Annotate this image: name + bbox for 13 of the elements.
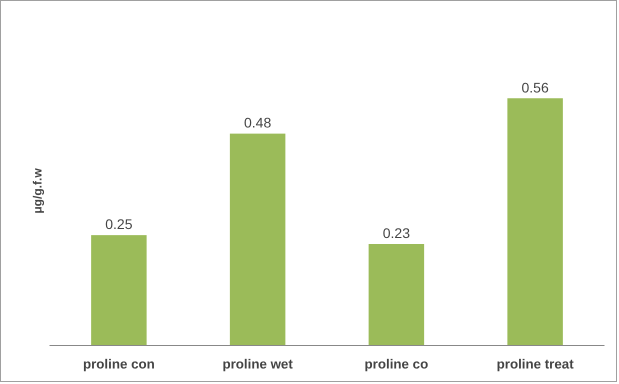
bar [230, 134, 286, 346]
x-tick-label: proline co [364, 356, 428, 372]
bar [91, 235, 147, 346]
x-tick-label: proline con [82, 356, 155, 372]
bar [368, 244, 424, 346]
y-axis-title: μg/g.f.w [30, 168, 44, 214]
x-tick-label: proline treat [496, 356, 574, 372]
data-label: 0.23 [382, 224, 410, 241]
data-label: 0.48 [244, 114, 272, 131]
data-label: 0.56 [522, 79, 549, 96]
x-tick-label: proline wet [222, 356, 294, 372]
bar [507, 98, 563, 346]
data-label: 0.25 [105, 216, 133, 232]
